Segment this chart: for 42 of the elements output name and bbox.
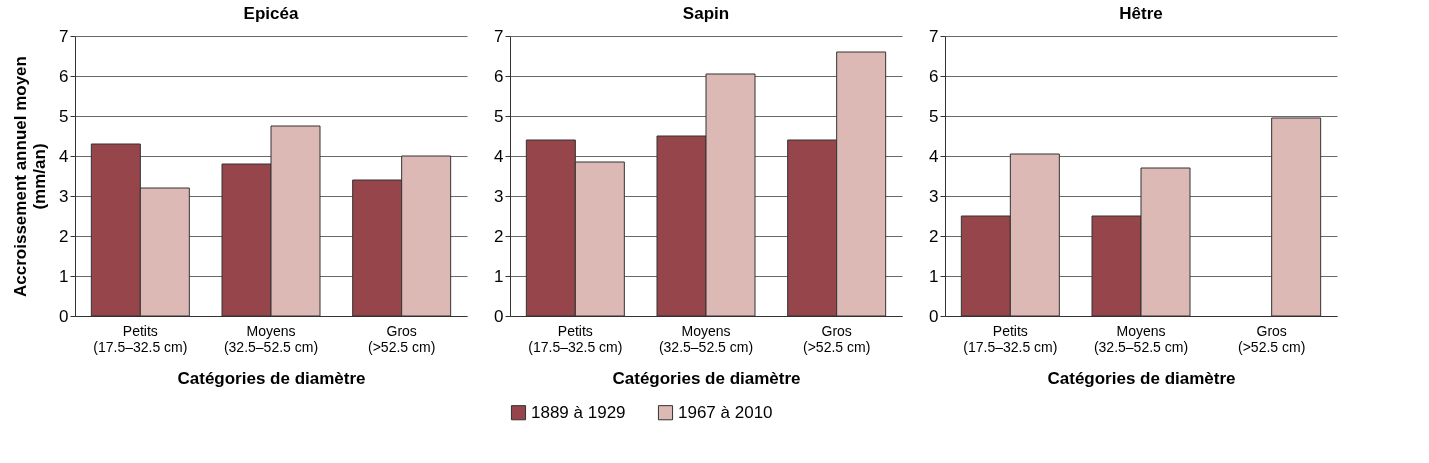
x-tick-label: Moyens (32.5–52.5 cm) xyxy=(658,322,754,355)
x-axis-title: Catégories de diamètre xyxy=(177,368,366,388)
y-tick-label: 7 xyxy=(494,26,504,46)
y-tick-label: 6 xyxy=(59,66,69,86)
y-tick-label: 4 xyxy=(494,146,504,166)
y-tick-label: 6 xyxy=(494,66,504,86)
x-axis-title: Catégories de diamètre xyxy=(1047,368,1236,388)
x-tick-label: Petits (17.5–32.5 cm) xyxy=(93,322,188,355)
legend-label: 1889 à 1929 xyxy=(531,402,626,422)
x-tick-label: Moyens (32.5–52.5 cm) xyxy=(1093,322,1189,355)
x-tick-label: Gros (>52.5 cm) xyxy=(1238,322,1306,355)
y-tick-label: 3 xyxy=(929,186,939,206)
y-tick-label: 2 xyxy=(929,226,939,246)
y-tick-label: 4 xyxy=(929,146,939,166)
y-tick-label: 0 xyxy=(494,306,504,326)
y-tick-label: 5 xyxy=(929,106,939,126)
y-tick-label: 7 xyxy=(929,26,939,46)
chart-title: Sapin xyxy=(682,4,730,23)
x-tick-label: Gros (>52.5 cm) xyxy=(803,322,871,355)
y-tick-label: 3 xyxy=(59,186,69,206)
y-tick-label: 2 xyxy=(494,226,504,246)
y-tick-label: 1 xyxy=(929,266,939,286)
y-tick-label: 2 xyxy=(59,226,69,246)
y-tick-label: 1 xyxy=(494,266,504,286)
x-tick-label: Petits (17.5–32.5 cm) xyxy=(963,322,1058,355)
y-tick-label: 0 xyxy=(929,306,939,326)
legend-label: 1967 à 2010 xyxy=(678,402,773,422)
y-tick-label: 0 xyxy=(59,306,69,326)
x-tick-label: Petits (17.5–32.5 cm) xyxy=(528,322,623,355)
x-axis-title: Catégories de diamètre xyxy=(612,368,801,388)
y-tick-label: 7 xyxy=(59,26,69,46)
y-tick-label: 6 xyxy=(929,66,939,86)
y-tick-label: 3 xyxy=(494,186,504,206)
y-tick-label: 5 xyxy=(59,106,69,126)
chart-title: Hêtre xyxy=(1119,4,1163,23)
chart-title: Epicéa xyxy=(243,4,299,23)
y-tick-label: 5 xyxy=(494,106,504,126)
x-tick-label: Moyens (32.5–52.5 cm) xyxy=(223,322,319,355)
y-tick-label: 1 xyxy=(59,266,69,286)
x-tick-label: Gros (>52.5 cm) xyxy=(368,322,436,355)
y-tick-label: 4 xyxy=(59,146,69,166)
y-axis-title: Accroissement annuel moyen (mm/an) xyxy=(11,56,50,297)
